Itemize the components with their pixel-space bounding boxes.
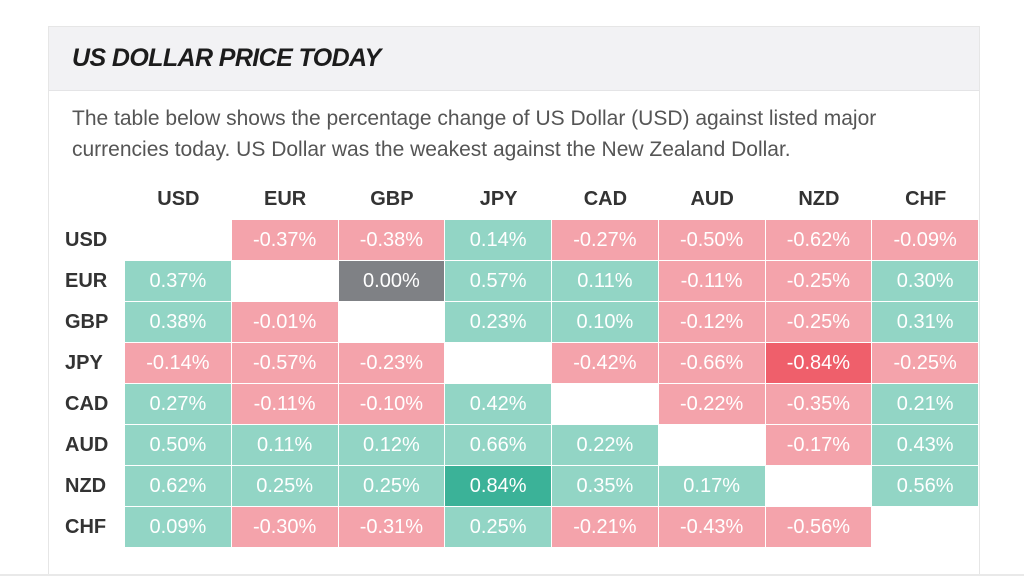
rate-cell-cad-aud: -0.22% — [658, 384, 766, 425]
rate-cell-aud-chf: 0.43% — [872, 425, 979, 466]
currency-matrix-table: USD EUR GBP JPY CAD AUD NZD CHF USD -0.37% -0.38%… — [49, 178, 979, 548]
rate-cell-usd-aud: -0.50% — [658, 220, 766, 261]
rate-cell-chf-usd: 0.09% — [125, 507, 232, 548]
rate-cell-gbp-chf: 0.31% — [872, 302, 979, 343]
table-row: CAD 0.27% -0.11% -0.10% 0.42% -0.22% -0.35% 0.2… — [49, 384, 979, 425]
rate-cell-gbp-nzd: -0.25% — [765, 302, 873, 343]
card-header: US DOLLAR PRICE TODAY — [49, 27, 979, 91]
rate-cell-nzd-jpy: 0.84% — [445, 466, 552, 507]
row-header-eur: EUR — [65, 270, 108, 292]
rate-cell-usd-eur: -0.37% — [231, 220, 339, 261]
rate-cell-usd-gbp: -0.38% — [338, 220, 446, 261]
rate-cell-nzd-nzd — [765, 466, 873, 507]
rate-cell-nzd-usd: 0.62% — [125, 466, 232, 507]
rate-cell-chf-jpy: 0.25% — [445, 507, 552, 548]
rate-cell-jpy-jpy — [445, 343, 552, 384]
table-row: AUD 0.50% 0.11% 0.12% 0.66% 0.22% -0.17% 0.43% — [49, 425, 979, 466]
rate-cell-eur-chf: 0.30% — [872, 261, 979, 302]
rate-cell-gbp-jpy: 0.23% — [445, 302, 552, 343]
row-header-aud: AUD — [65, 434, 109, 456]
rate-cell-cad-nzd: -0.35% — [765, 384, 873, 425]
row-header-cad: CAD — [65, 393, 109, 415]
rate-cell-gbp-cad: 0.10% — [552, 302, 659, 343]
table-row: EUR 0.37% 0.00% 0.57% 0.11% -0.11% -0.25% 0.30% — [49, 261, 979, 302]
table-description: The table below shows the percentage cha… — [72, 107, 877, 161]
column-header-cad: CAD — [583, 187, 628, 210]
rate-cell-usd-usd — [125, 220, 232, 261]
matrix-body: USD -0.37% -0.38% 0.14% -0.27% -0.50% -0.62% -0… — [49, 220, 979, 548]
card-title: US DOLLAR PRICE TODAY — [72, 44, 381, 72]
table-row: GBP 0.38% -0.01% 0.23% 0.10% -0.12% -0.25% 0.31… — [49, 302, 979, 343]
corner-cell — [49, 178, 125, 220]
column-header-row: USD EUR GBP JPY CAD AUD NZD CHF — [49, 178, 979, 220]
bottom-divider — [0, 574, 1024, 576]
rate-cell-chf-cad: -0.21% — [552, 507, 659, 548]
rate-cell-usd-cad: -0.27% — [552, 220, 659, 261]
rate-cell-chf-gbp: -0.31% — [338, 507, 446, 548]
rate-cell-nzd-eur: 0.25% — [231, 466, 339, 507]
rate-cell-usd-jpy: 0.14% — [445, 220, 552, 261]
rate-cell-aud-gbp: 0.12% — [338, 425, 446, 466]
rate-cell-jpy-chf: -0.25% — [872, 343, 979, 384]
rate-cell-gbp-usd: 0.38% — [125, 302, 232, 343]
rate-cell-eur-usd: 0.37% — [125, 261, 232, 302]
column-header-jpy: JPY — [479, 187, 518, 210]
table-row: USD -0.37% -0.38% 0.14% -0.27% -0.50% -0.62% -0… — [49, 220, 979, 261]
rate-cell-jpy-cad: -0.42% — [552, 343, 659, 384]
rate-cell-eur-jpy: 0.57% — [445, 261, 552, 302]
rate-cell-aud-nzd: -0.17% — [765, 425, 873, 466]
rate-cell-eur-gbp: 0.00% — [338, 261, 446, 302]
rate-cell-gbp-eur: -0.01% — [231, 302, 339, 343]
rate-cell-gbp-aud: -0.12% — [658, 302, 766, 343]
rate-cell-cad-cad — [552, 384, 659, 425]
rate-cell-jpy-nzd: -0.84% — [765, 343, 873, 384]
column-header-aud: AUD — [690, 187, 734, 210]
rate-cell-usd-nzd: -0.62% — [765, 220, 873, 261]
rate-cell-jpy-gbp: -0.23% — [338, 343, 446, 384]
rate-cell-aud-aud — [658, 425, 766, 466]
row-header-nzd: NZD — [65, 475, 107, 497]
rate-cell-usd-chf: -0.09% — [872, 220, 979, 261]
table-row: CHF 0.09% -0.30% -0.31% 0.25% -0.21% -0.43% -0.… — [49, 507, 979, 548]
rate-cell-aud-eur: 0.11% — [231, 425, 339, 466]
column-header-chf: CHF — [905, 187, 947, 210]
rate-cell-chf-chf — [872, 507, 979, 548]
rate-cell-chf-nzd: -0.56% — [765, 507, 873, 548]
rate-cell-cad-gbp: -0.10% — [338, 384, 446, 425]
column-header-gbp: GBP — [370, 187, 414, 210]
rate-cell-aud-jpy: 0.66% — [445, 425, 552, 466]
column-header-eur: EUR — [264, 187, 307, 210]
rate-cell-cad-chf: 0.21% — [872, 384, 979, 425]
rate-cell-aud-usd: 0.50% — [125, 425, 232, 466]
table-row: NZD 0.62% 0.25% 0.25% 0.84% 0.35% 0.17% 0.56% — [49, 466, 979, 507]
rate-cell-nzd-aud: 0.17% — [658, 466, 766, 507]
row-header-chf: CHF — [65, 516, 107, 538]
table-row: JPY -0.14% -0.57% -0.23% -0.42% -0.66% -0.84% -… — [49, 343, 979, 384]
rate-cell-jpy-aud: -0.66% — [658, 343, 766, 384]
rate-cell-nzd-cad: 0.35% — [552, 466, 659, 507]
rate-cell-nzd-chf: 0.56% — [872, 466, 979, 507]
rate-cell-eur-eur — [231, 261, 339, 302]
rate-cell-chf-aud: -0.43% — [658, 507, 766, 548]
rate-cell-eur-aud: -0.11% — [658, 261, 766, 302]
column-header-nzd: NZD — [798, 187, 840, 210]
row-header-gbp: GBP — [65, 311, 109, 333]
rate-cell-jpy-eur: -0.57% — [231, 343, 339, 384]
rate-cell-eur-nzd: -0.25% — [765, 261, 873, 302]
rate-cell-gbp-gbp — [338, 302, 446, 343]
rate-cell-cad-eur: -0.11% — [231, 384, 339, 425]
column-header-usd: USD — [157, 187, 200, 210]
row-header-usd: USD — [65, 229, 108, 251]
rate-cell-aud-cad: 0.22% — [552, 425, 659, 466]
rate-cell-eur-cad: 0.11% — [552, 261, 659, 302]
row-header-jpy: JPY — [65, 352, 103, 374]
rate-cell-jpy-usd: -0.14% — [125, 343, 232, 384]
rate-cell-cad-usd: 0.27% — [125, 384, 232, 425]
rate-cell-cad-jpy: 0.42% — [445, 384, 552, 425]
rate-cell-chf-eur: -0.30% — [231, 507, 339, 548]
rate-cell-nzd-gbp: 0.25% — [338, 466, 446, 507]
price-card: US DOLLAR PRICE TODAY The table below sh… — [48, 26, 980, 576]
